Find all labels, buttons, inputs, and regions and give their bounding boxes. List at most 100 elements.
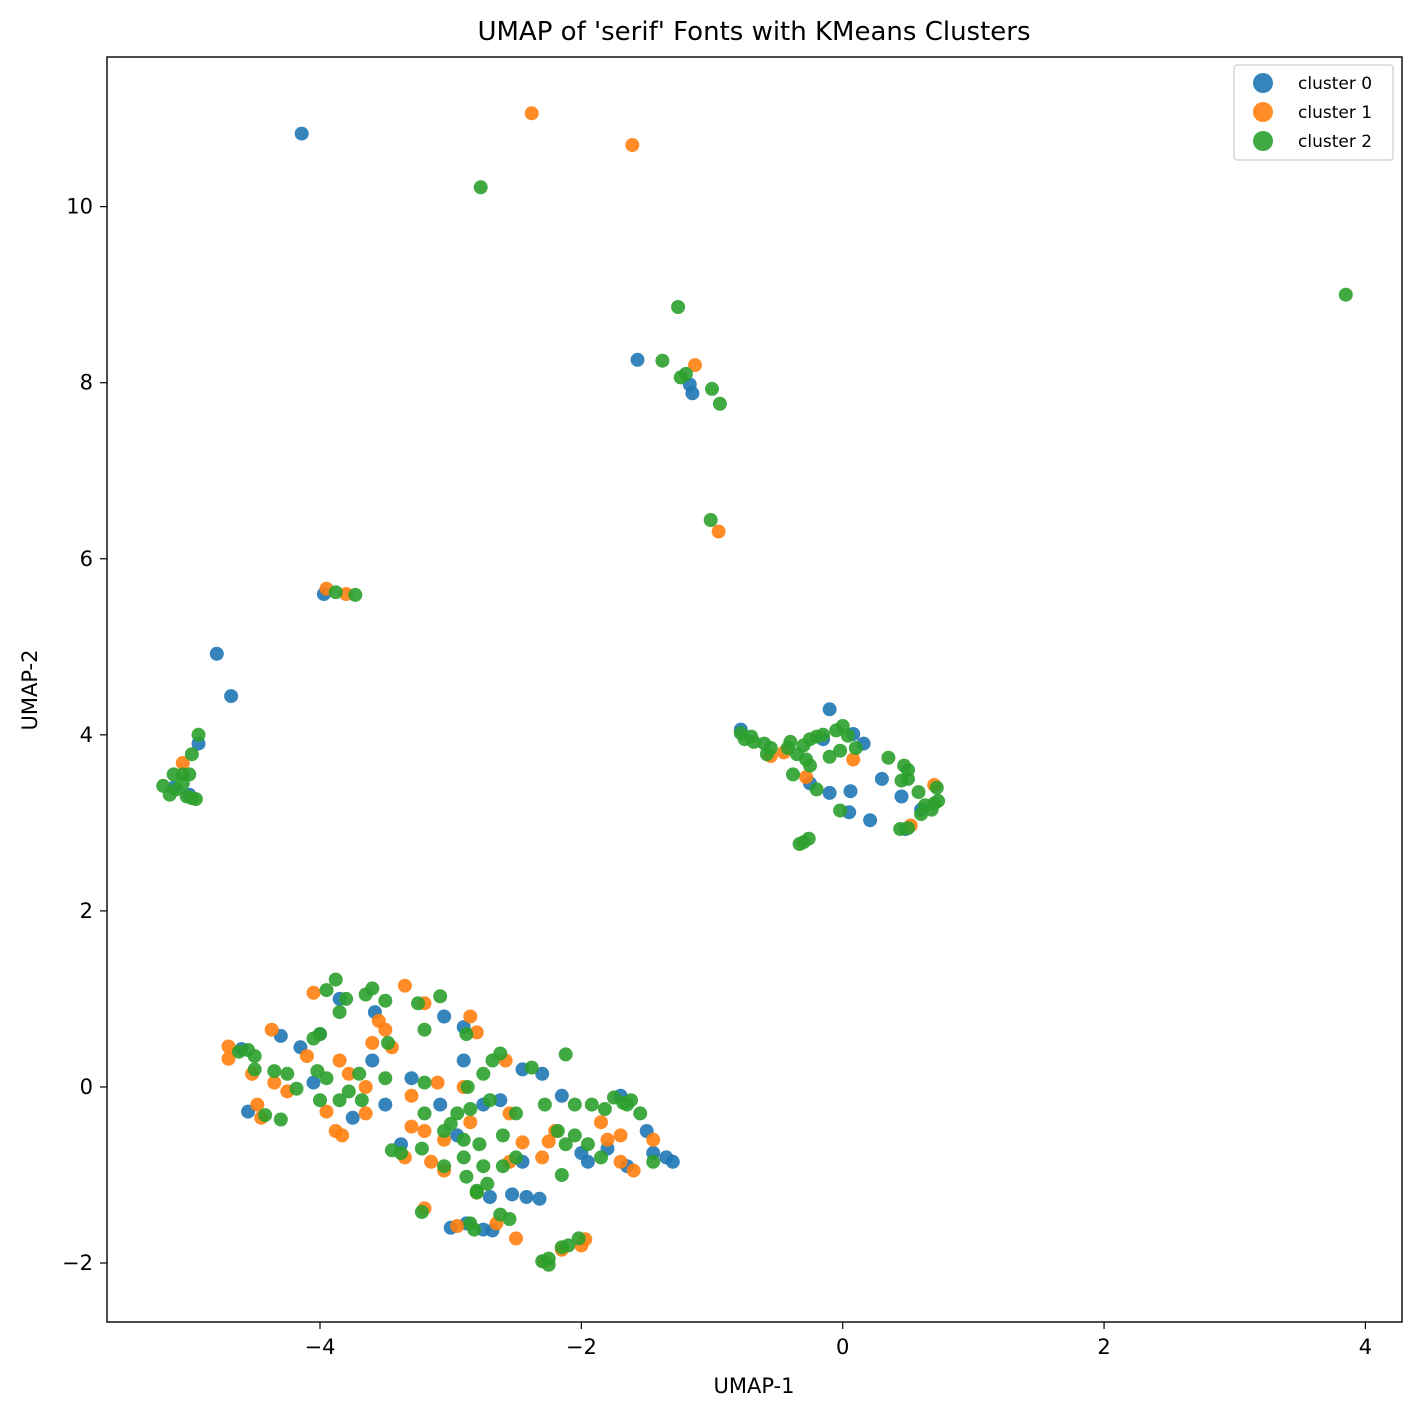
data-point (822, 785, 837, 800)
data-point (783, 734, 798, 749)
data-point (799, 752, 814, 767)
y-tick-label: 0 (80, 1075, 93, 1099)
data-point (688, 358, 702, 373)
data-point (463, 1009, 478, 1024)
data-point (655, 353, 670, 368)
data-point (505, 1187, 520, 1202)
data-point (493, 1093, 508, 1108)
data-point (550, 1124, 565, 1138)
data-point (411, 996, 425, 1011)
data-point (558, 1047, 573, 1062)
data-point (759, 747, 774, 762)
data-point (332, 1053, 347, 1068)
data-point (597, 1102, 612, 1116)
data-point (799, 770, 814, 785)
data-point (567, 1128, 582, 1143)
data-point (417, 1124, 432, 1138)
data-point (166, 767, 181, 782)
data-point (633, 1106, 648, 1121)
data-point (299, 1049, 314, 1064)
x-axis-label: UMAP-1 (714, 1374, 795, 1398)
data-point (493, 1046, 508, 1061)
legend-label: cluster 2 (1298, 132, 1372, 152)
data-point (348, 587, 363, 602)
data-point (460, 1080, 475, 1094)
chart-title: UMAP of 'serif' Fonts with KMeans Cluste… (477, 17, 1030, 47)
data-point (258, 1108, 273, 1123)
data-point (620, 1097, 635, 1112)
data-point (175, 756, 190, 770)
data-point (509, 1150, 523, 1165)
data-point (519, 1190, 534, 1204)
data-point (352, 1066, 367, 1081)
data-point (273, 1112, 288, 1127)
data-point (345, 1110, 360, 1125)
data-point (289, 1081, 304, 1096)
data-point (339, 991, 354, 1006)
data-point (509, 1106, 523, 1121)
data-point (495, 1128, 510, 1143)
data-point (341, 1084, 356, 1099)
data-point (456, 1132, 471, 1147)
data-point (711, 524, 726, 539)
data-point (463, 1102, 478, 1116)
data-point (554, 1168, 569, 1182)
data-point (341, 1066, 356, 1081)
data-point (482, 1093, 497, 1108)
data-point (554, 1088, 569, 1103)
data-point (467, 1222, 482, 1237)
data-point (473, 180, 488, 195)
x-tick-label: 4 (1359, 1335, 1372, 1359)
data-point (414, 1205, 429, 1219)
data-point (924, 802, 939, 817)
data-point (646, 1132, 661, 1147)
y-axis-ticks: −2 0 2 4 6 8 10 (62, 195, 107, 1275)
data-point (182, 767, 197, 782)
data-point (665, 1154, 680, 1169)
data-point (378, 1097, 393, 1112)
data-point (594, 1150, 608, 1165)
data-point (532, 1191, 547, 1206)
data-point (476, 1066, 491, 1081)
data-point (306, 1075, 321, 1090)
data-point (846, 752, 861, 767)
data-point (417, 1022, 432, 1037)
data-point (792, 837, 807, 851)
data-point (319, 1071, 334, 1086)
data-point (378, 1071, 393, 1086)
data-point (267, 1075, 282, 1090)
data-point (221, 1051, 236, 1066)
data-point (535, 1066, 550, 1081)
data-point (450, 1106, 465, 1121)
legend-marker (1253, 102, 1273, 122)
y-tick-label: 2 (80, 899, 93, 923)
data-point (247, 1049, 262, 1064)
data-point (495, 1159, 510, 1174)
data-point (625, 138, 640, 152)
data-point (881, 750, 896, 765)
data-point (703, 513, 718, 527)
data-point (365, 1035, 380, 1050)
data-point (524, 1060, 539, 1075)
data-point (843, 784, 858, 799)
data-point (600, 1132, 615, 1147)
y-axis-label: UMAP-2 (18, 650, 42, 731)
points-layer (156, 106, 1353, 1272)
data-point (443, 1116, 458, 1131)
data-point (224, 689, 239, 704)
data-point (786, 767, 800, 782)
y-tick-label: 8 (80, 371, 93, 395)
data-point (463, 1115, 478, 1130)
data-point (437, 1009, 452, 1024)
data-point (914, 807, 929, 822)
data-point (469, 1025, 484, 1040)
data-point (833, 743, 848, 758)
data-point (365, 981, 380, 996)
data-point (319, 1104, 334, 1119)
data-point (354, 1093, 369, 1108)
data-point (378, 1022, 393, 1037)
data-point (594, 1115, 608, 1130)
data-point (537, 1097, 552, 1112)
data-point (580, 1137, 595, 1152)
